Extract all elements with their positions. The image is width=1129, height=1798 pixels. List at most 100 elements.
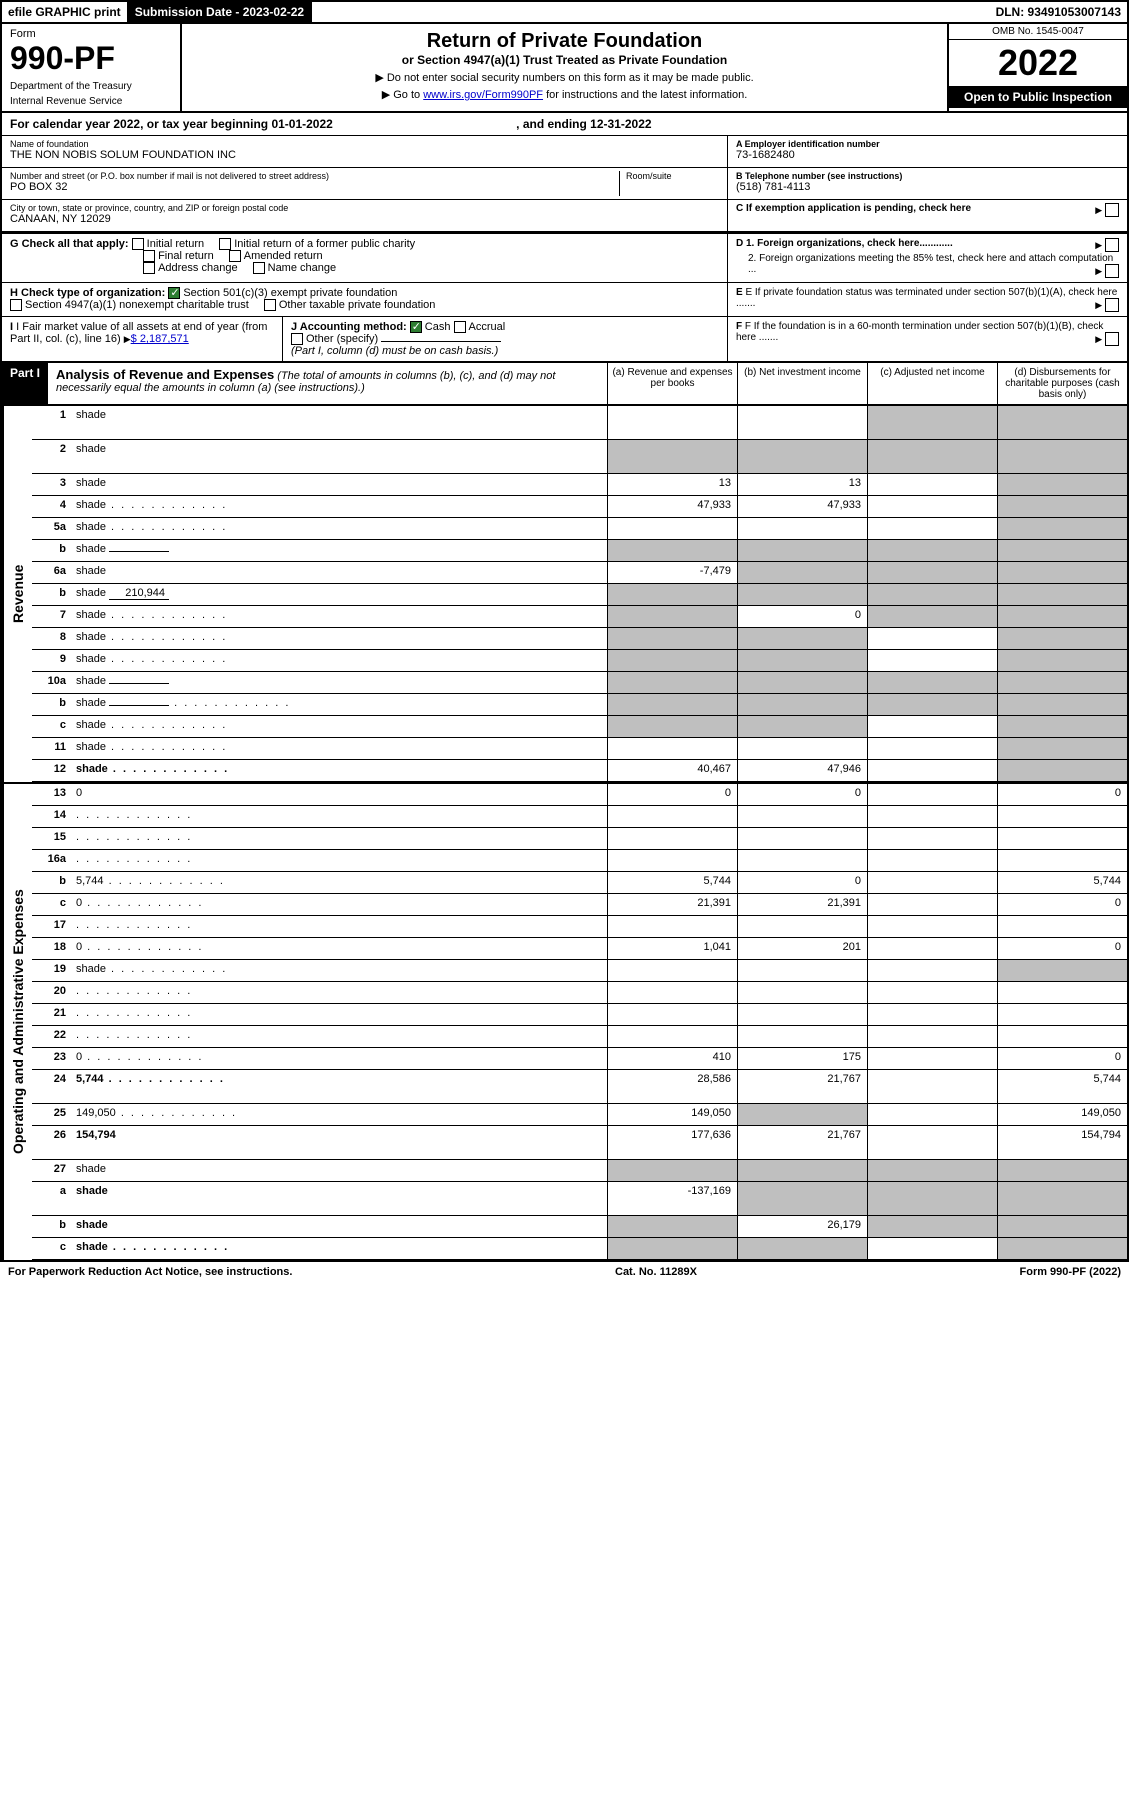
line-description (72, 982, 607, 1003)
check-address-change[interactable]: Address change (143, 262, 238, 274)
checkbox-d1[interactable] (1105, 238, 1119, 252)
cell-a (607, 738, 737, 759)
check-accrual[interactable]: Accrual (454, 321, 506, 333)
check-4947[interactable]: Section 4947(a)(1) nonexempt charitable … (10, 299, 249, 311)
cell-d (997, 982, 1127, 1003)
line-description: shade (72, 562, 607, 583)
cell-a: 28,586 (607, 1070, 737, 1103)
form-title: Return of Private Foundation (188, 30, 941, 53)
cell-d (997, 1160, 1127, 1181)
cell-a (607, 1216, 737, 1237)
line-3: 3shade1313 (32, 474, 1127, 496)
line-description: shade (72, 518, 607, 539)
foundation-name: THE NON NOBIS SOLUM FOUNDATION INC (10, 149, 719, 161)
cell-d: 5,744 (997, 872, 1127, 893)
telephone: (518) 781-4113 (736, 181, 1119, 193)
check-initial-former[interactable]: Initial return of a former public charit… (219, 238, 415, 250)
line-number: c (32, 1238, 72, 1259)
cell-d (997, 1182, 1127, 1215)
line-24: 245,74428,58621,7675,744 (32, 1070, 1127, 1104)
cell-b: 201 (737, 938, 867, 959)
cell-d (997, 694, 1127, 715)
line-number: 16a (32, 850, 72, 871)
cell-c (867, 628, 997, 649)
check-other-taxable[interactable]: Other taxable private foundation (264, 299, 436, 311)
cell-b (737, 694, 867, 715)
cell-c (867, 1004, 997, 1025)
line-number: 7 (32, 606, 72, 627)
instruction-1: ▶ Do not enter social security numbers o… (188, 71, 941, 84)
line-number: 14 (32, 806, 72, 827)
checkbox-e[interactable] (1105, 298, 1119, 312)
section-e: E E If private foundation status was ter… (727, 283, 1127, 316)
line-number: 6a (32, 562, 72, 583)
checkbox-c[interactable] (1105, 203, 1119, 217)
line-number: 27 (32, 1160, 72, 1181)
cell-c (867, 1238, 997, 1259)
cell-a (607, 694, 737, 715)
line-11: 11shade (32, 738, 1127, 760)
cell-b (737, 916, 867, 937)
line-b: b5,7445,74405,744 (32, 872, 1127, 894)
cell-b: 21,767 (737, 1126, 867, 1159)
line-description: shade (72, 628, 607, 649)
col-c-header: (c) Adjusted net income (867, 363, 997, 404)
check-other-method[interactable]: Other (specify) (291, 333, 378, 345)
check-name-change[interactable]: Name change (253, 262, 337, 274)
cell-a: 21,391 (607, 894, 737, 915)
line-8: 8shade (32, 628, 1127, 650)
cell-d (997, 738, 1127, 759)
cell-a (607, 850, 737, 871)
line-2: 2shade (32, 440, 1127, 474)
line-1: 1shade (32, 406, 1127, 440)
form-ref: Form 990-PF (2022) (1020, 1266, 1121, 1278)
cell-c (867, 1126, 997, 1159)
cell-d (997, 760, 1127, 781)
line-number: b (32, 694, 72, 715)
checkbox-f[interactable] (1105, 332, 1119, 346)
cell-d (997, 650, 1127, 671)
cell-a (607, 628, 737, 649)
cell-d (997, 440, 1127, 473)
cell-d (997, 584, 1127, 605)
line-number: 21 (32, 1004, 72, 1025)
check-final-return[interactable]: Final return (143, 250, 214, 262)
cell-b (737, 850, 867, 871)
line-number: 15 (32, 828, 72, 849)
cell-a (607, 1026, 737, 1047)
line-number: 24 (32, 1070, 72, 1103)
city-cell: City or town, state or province, country… (2, 200, 727, 232)
line-number: a (32, 1182, 72, 1215)
section-d: D 1. Foreign organizations, check here..… (727, 234, 1127, 282)
cell-b: 0 (737, 606, 867, 627)
line-number: 25 (32, 1104, 72, 1125)
dept-treasury: Department of the Treasury (10, 81, 172, 92)
open-inspection: Open to Public Inspection (949, 86, 1127, 108)
checkbox-d2[interactable] (1105, 264, 1119, 278)
cell-d (997, 850, 1127, 871)
form-number: 990-PF (10, 40, 172, 77)
cell-a: 47,933 (607, 496, 737, 517)
line-c: c021,39121,3910 (32, 894, 1127, 916)
line-description: 154,794 (72, 1126, 607, 1159)
check-501c3[interactable]: Section 501(c)(3) exempt private foundat… (168, 287, 397, 299)
fmv-value[interactable]: $ 2,187,571 (131, 333, 189, 345)
line-description: shade (72, 650, 607, 671)
check-cash[interactable]: Cash (410, 321, 451, 333)
cell-a (607, 650, 737, 671)
check-initial-return[interactable]: Initial return (132, 238, 204, 250)
cell-d (997, 916, 1127, 937)
line-number: 10a (32, 672, 72, 693)
irs-link[interactable]: www.irs.gov/Form990PF (423, 89, 543, 101)
cell-d (997, 628, 1127, 649)
line-description: 5,744 (72, 1070, 607, 1103)
cell-b: 26,179 (737, 1216, 867, 1237)
check-amended[interactable]: Amended return (229, 250, 323, 262)
efile-label: efile GRAPHIC print (2, 2, 129, 22)
line-description: 0 (72, 1048, 607, 1069)
cell-c (867, 518, 997, 539)
cell-d (997, 716, 1127, 737)
cell-b: 21,767 (737, 1070, 867, 1103)
cell-c (867, 1182, 997, 1215)
cell-d (997, 540, 1127, 561)
